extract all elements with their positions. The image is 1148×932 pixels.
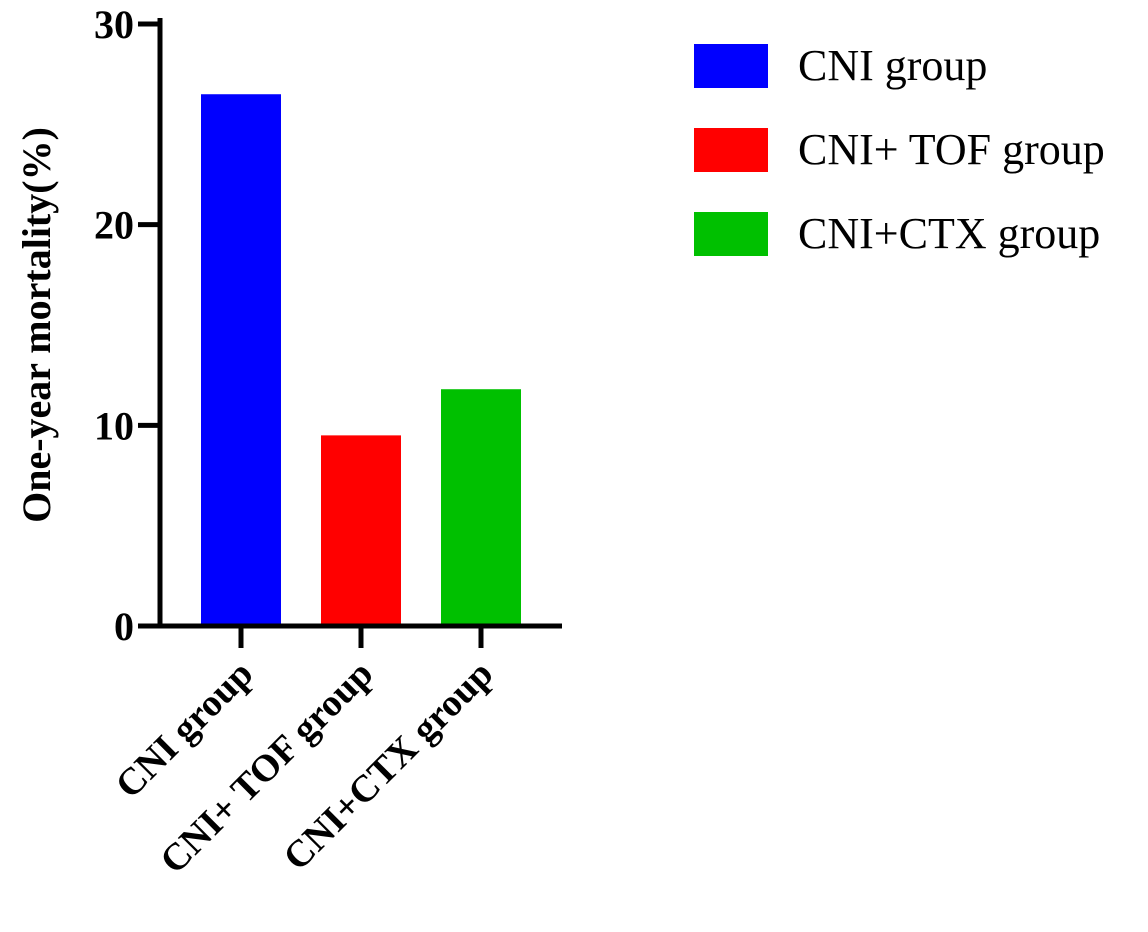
y-tick-label: 10 <box>94 403 134 448</box>
y-tick-label: 30 <box>94 2 134 47</box>
bar-1 <box>201 94 281 626</box>
x-tick-label: CNI+CTX group <box>275 653 501 879</box>
legend-swatch-3 <box>694 212 768 256</box>
y-tick-label: 0 <box>114 604 134 649</box>
bar-2 <box>321 435 401 626</box>
legend: CNI group CNI+ TOF group CNI+CTX group <box>694 41 1105 258</box>
y-tick-label: 20 <box>94 203 134 248</box>
bar-3 <box>441 389 521 626</box>
y-axis-title: One-year mortality(%) <box>14 127 59 523</box>
legend-swatch-1 <box>694 44 768 88</box>
legend-label-2: CNI+ TOF group <box>798 125 1105 174</box>
y-ticks-group: 0 10 20 30 <box>94 2 160 649</box>
legend-label-1: CNI group <box>798 41 987 90</box>
bars-group <box>201 94 521 626</box>
legend-label-3: CNI+CTX group <box>798 209 1100 258</box>
x-tick-label: CNI+ TOF group <box>152 653 381 882</box>
legend-swatch-2 <box>694 128 768 172</box>
